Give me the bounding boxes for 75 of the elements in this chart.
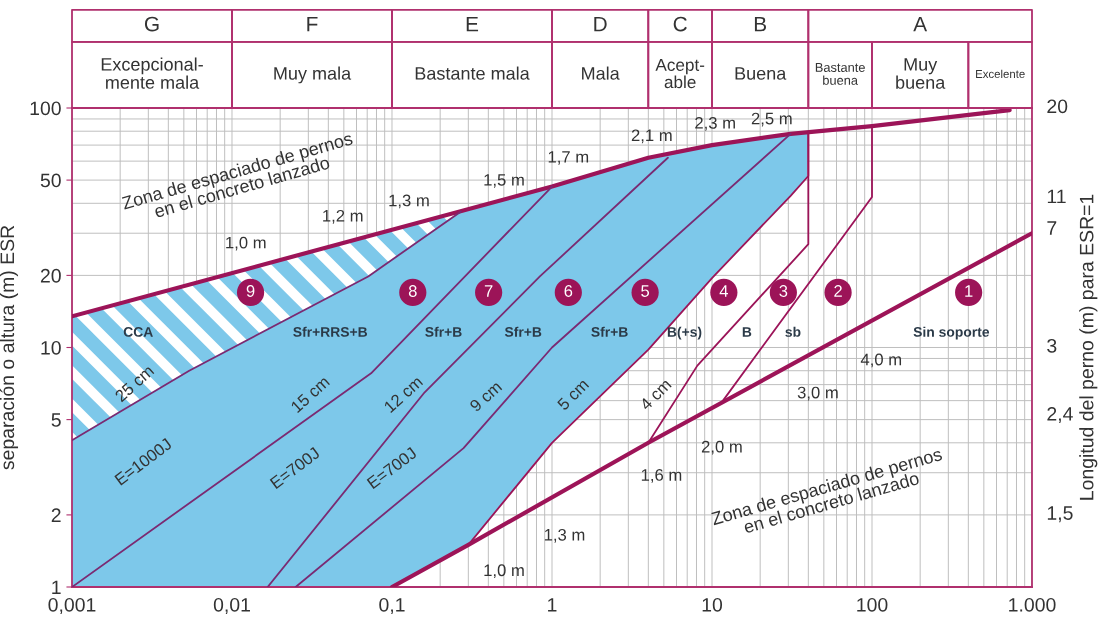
y-tick-label: 100 (30, 101, 61, 116)
y-tick-label: 50 (40, 173, 61, 188)
y-tick-label: 2 (51, 508, 61, 522)
annotation: 1 (965, 285, 973, 297)
annotation: 4,0 m (860, 353, 902, 368)
text: Muy buena (896, 58, 946, 89)
x-tick-label: 1 (548, 598, 557, 612)
annotation: 9 cm (468, 380, 503, 413)
y-axis-title: separación o altura (m) ESR (0, 225, 19, 470)
text: 20 (1047, 99, 1068, 114)
text: A (913, 16, 928, 32)
text: D (594, 16, 607, 32)
annotation: B (742, 327, 752, 337)
text: Bastante buena (815, 62, 865, 85)
text: 3 (1047, 338, 1057, 353)
text: Bastante mala (415, 66, 530, 80)
y-tick-label: 20 (40, 268, 61, 283)
text: Excepcional- mente mala (101, 57, 203, 89)
annotation: 25 cm (114, 364, 155, 403)
annotation: 9 (246, 285, 255, 297)
text: B (754, 16, 767, 32)
x-tick-label: 10 (702, 597, 723, 612)
annotation: 1,5 m (484, 174, 524, 188)
text: E (466, 16, 479, 32)
text: C (673, 16, 687, 32)
text: F (307, 16, 318, 32)
x-tick-label: 100 (857, 597, 888, 612)
annotation: 15 cm (290, 375, 331, 414)
annotation: 5 (641, 285, 650, 297)
annotation: sb (785, 326, 801, 337)
text: 7 (1047, 221, 1057, 235)
text: Acept- able (655, 58, 705, 89)
annotation: B(+s) (667, 326, 702, 340)
annotation: 3,0 m (797, 386, 838, 401)
annotation: 1,2 m (323, 209, 363, 224)
annotation: 4 cm (639, 378, 672, 412)
annotation: 1,0 m (226, 236, 266, 251)
annotation: Sfr+B (425, 326, 462, 337)
annotation: 2,0 m (701, 440, 742, 455)
annotation: 1,6 m (641, 469, 682, 483)
x-tick-label: 0,01 (213, 597, 250, 614)
annotation: 7 (484, 285, 493, 297)
annotation: 3 (779, 285, 788, 297)
text: 2,4 (1047, 406, 1073, 424)
annotation: Sfr+B (504, 326, 542, 337)
x-tick-label: 0,001 (48, 597, 96, 614)
annotation: 6 (564, 285, 573, 297)
y-tick-label: 10 (41, 340, 61, 355)
text: G (144, 16, 159, 32)
text: Muy mala (274, 66, 352, 84)
text: Mala (582, 66, 620, 80)
text: 1,5 (1047, 506, 1073, 523)
annotation: 2 (834, 285, 842, 297)
text: Buena (735, 67, 787, 80)
annotation: Sfr+RRS+B (293, 326, 368, 337)
annotation: Sfr+B (591, 326, 628, 337)
annotation: 4 (719, 285, 728, 297)
text: 11 (1047, 189, 1066, 204)
y-tick-label: 1 (52, 580, 61, 595)
x-tick-label: 1.000 (1009, 597, 1056, 612)
x-tick-label: 0,1 (379, 597, 405, 614)
annotation: 1,3 m (389, 194, 429, 209)
annotation: 1,3 m (544, 528, 585, 543)
annotation: 1,7 m (548, 151, 589, 165)
annotation: Sin soporte (913, 326, 990, 340)
y-tick-label: 5 (51, 413, 61, 427)
annotation: 2,1 m (631, 129, 672, 144)
annotation: 1,0 m (484, 564, 524, 579)
y2-axis-title: Longitud del perno (m) para ESR=1 (1079, 194, 1098, 500)
annotation: 2,3 m (695, 116, 735, 131)
annotation: 2,5 m (751, 112, 792, 127)
annotation: 8 (408, 285, 417, 297)
text: Excelente (976, 69, 1025, 79)
annotation: 12 cm (383, 375, 424, 414)
annotation: 5 cm (556, 378, 590, 411)
